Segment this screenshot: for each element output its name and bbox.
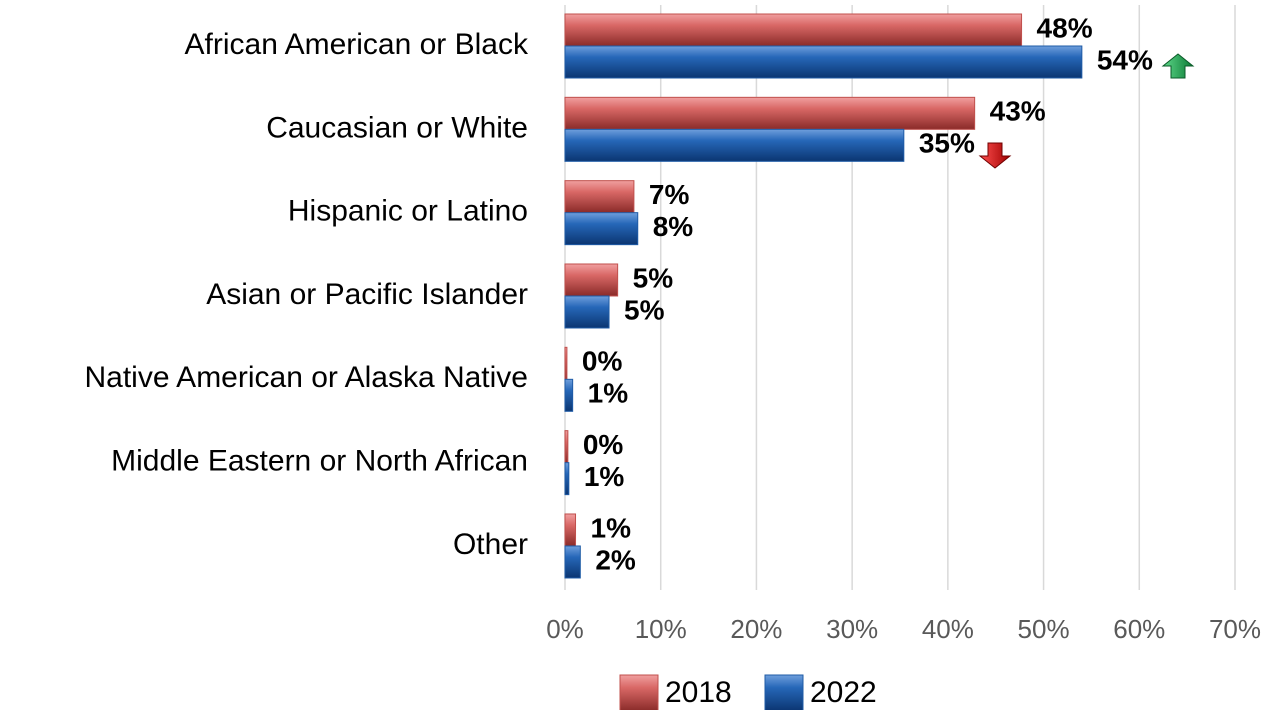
bar (564, 128, 905, 162)
bar (564, 462, 570, 496)
legend-label: 2018 (665, 676, 732, 709)
legend-swatch (619, 674, 659, 710)
value-label: 2% (595, 544, 636, 575)
bar (564, 263, 619, 297)
legend-label: 2022 (810, 676, 877, 709)
x-tick-label: 40% (922, 614, 974, 644)
value-label: 0% (583, 429, 624, 460)
x-tick-label: 0% (546, 614, 584, 644)
value-label: 54% (1097, 44, 1153, 75)
x-tick-label: 30% (826, 614, 878, 644)
category-label: Hispanic or Latino (288, 195, 528, 228)
value-label: 1% (584, 461, 625, 492)
value-label: 5% (633, 262, 674, 293)
bars (564, 13, 1083, 579)
x-tick-label: 50% (1018, 614, 1070, 644)
bar (564, 346, 568, 380)
bar (564, 45, 1083, 79)
value-label: 8% (653, 211, 694, 242)
value-label: 1% (588, 378, 629, 409)
bar (564, 212, 639, 246)
legend-swatch (764, 674, 804, 710)
bar (564, 378, 574, 412)
category-label: Caucasian or White (266, 111, 528, 144)
x-tick-label: 10% (635, 614, 687, 644)
up-arrow-icon (1161, 53, 1195, 79)
category-label: Native American or Alaska Native (84, 361, 528, 394)
grid (564, 5, 1236, 590)
x-tick-label: 20% (730, 614, 782, 644)
category-label: Asian or Pacific Islander (206, 278, 528, 311)
value-label: 1% (591, 512, 632, 543)
category-label: African American or Black (185, 28, 529, 61)
value-label: 43% (990, 96, 1046, 127)
bar (564, 295, 610, 329)
category-label: Middle Eastern or North African (111, 445, 528, 478)
value-label: 7% (649, 179, 690, 210)
value-label: 48% (1037, 12, 1093, 43)
bar (564, 96, 976, 130)
category-label: Other (453, 528, 528, 561)
bar (564, 13, 1023, 47)
down-arrow-icon (978, 142, 1012, 169)
bar (564, 430, 569, 464)
x-tick-label: 70% (1209, 614, 1261, 644)
bar (564, 180, 635, 214)
bar (564, 513, 577, 547)
bar (564, 545, 581, 579)
value-label: 5% (624, 294, 665, 325)
value-label: 0% (582, 346, 623, 377)
value-label: 35% (919, 128, 975, 159)
x-tick-label: 60% (1113, 614, 1165, 644)
